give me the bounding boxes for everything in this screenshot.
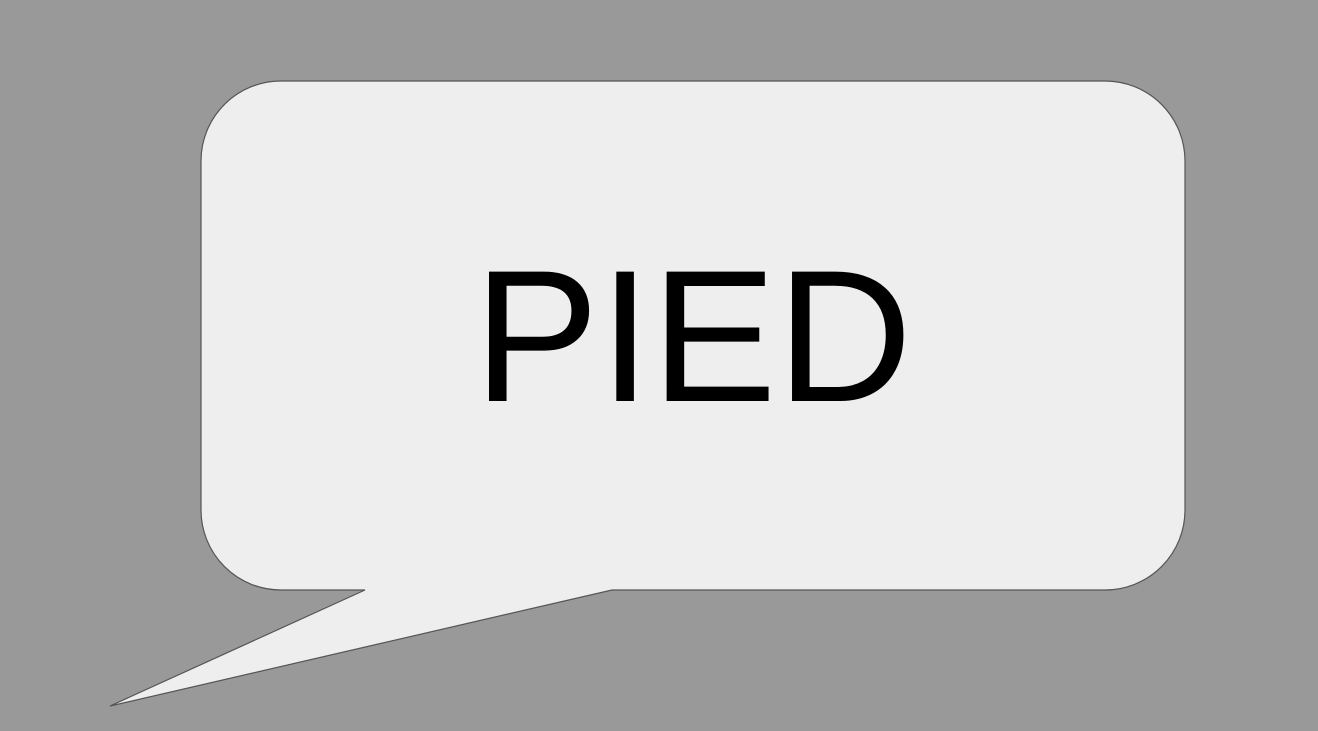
speech-bubble-text: PIED bbox=[473, 231, 913, 441]
